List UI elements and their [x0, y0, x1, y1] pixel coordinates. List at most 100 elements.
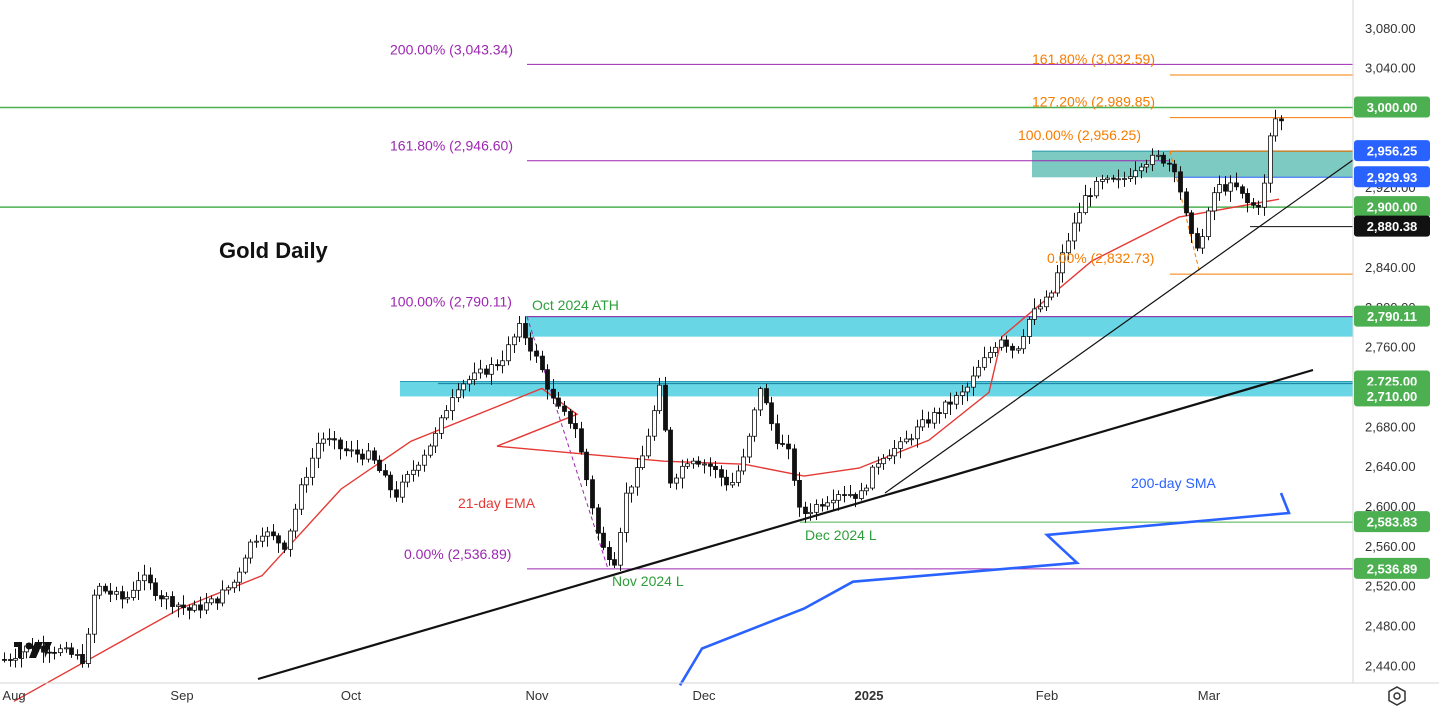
candle-body	[1223, 184, 1228, 192]
candle-body	[142, 574, 147, 582]
candle-body	[192, 604, 197, 611]
candle-body	[836, 494, 841, 501]
candle-body	[556, 397, 561, 407]
candle-body	[926, 419, 931, 424]
candle-body	[881, 457, 886, 465]
candle-body	[58, 648, 63, 654]
x-tick-label: Feb	[1036, 688, 1058, 703]
candle-body	[920, 419, 925, 428]
candle-body	[500, 360, 505, 367]
candle-body	[584, 451, 589, 481]
candle-body	[332, 438, 337, 441]
price-tag-label-0: 3,000.00	[1367, 100, 1418, 115]
candle-body	[708, 463, 713, 467]
candle-body	[187, 607, 192, 611]
price-tag-bg-8	[1354, 511, 1430, 533]
candle-body	[1167, 162, 1172, 165]
candle-body	[495, 364, 500, 367]
candle-body	[640, 455, 645, 468]
candle-body	[506, 344, 511, 362]
candle-body	[92, 594, 97, 635]
candle-body	[1150, 154, 1155, 165]
candle-body	[271, 531, 276, 537]
candle-body	[198, 604, 203, 611]
fib-purple-label-3: 0.00% (2,536.89)	[404, 546, 511, 562]
price-tag-label-3: 2,900.00	[1367, 200, 1418, 215]
candle-body	[1105, 177, 1110, 180]
price-tag-bg-0	[1354, 96, 1430, 118]
candle-body	[97, 585, 102, 596]
nov-low-label: Nov 2024 L	[612, 573, 684, 589]
candle-body	[1200, 236, 1205, 249]
candle-body	[629, 486, 634, 494]
candle-body	[148, 574, 153, 584]
candle-body	[405, 474, 410, 483]
candle-body	[215, 598, 220, 604]
x-tick-label: Sep	[170, 688, 193, 703]
x-tick-label: Dec	[692, 688, 716, 703]
dec-low-label: Dec 2024 L	[805, 527, 877, 543]
candle-body	[439, 417, 444, 434]
candle-body	[954, 395, 959, 405]
price-tag-label-6: 2,725.00	[1367, 374, 1418, 389]
candle-body	[853, 494, 858, 499]
short-trendline	[884, 159, 1354, 494]
candle-body	[1273, 118, 1278, 137]
ath-label: Oct 2024 ATH	[532, 297, 619, 313]
candle-body	[226, 587, 231, 591]
time-axis[interactable]: Aug Sep Oct Nov Dec 2025 Feb Mar	[2, 688, 1220, 703]
candle-body	[764, 388, 769, 404]
candle-body	[1032, 308, 1037, 320]
candle-body	[1088, 195, 1093, 198]
fib-orange-label-3: 0.00% (2,832.73)	[1047, 250, 1154, 266]
candle-body	[136, 580, 141, 591]
candle-body	[943, 401, 948, 414]
candle-body	[377, 459, 382, 471]
candle-body	[741, 456, 746, 472]
candle-body	[360, 453, 365, 460]
candle-body	[786, 443, 791, 450]
candle-body	[1010, 345, 1015, 351]
candle-body	[1256, 204, 1261, 208]
candle-body	[517, 323, 522, 338]
candle-body	[596, 507, 601, 534]
candle-body	[937, 412, 942, 414]
candle-body	[999, 339, 1004, 348]
chart-title: Gold Daily	[219, 238, 329, 263]
candle-body	[892, 447, 897, 457]
candle-body	[1111, 177, 1116, 180]
candle-body	[388, 474, 393, 491]
candle-body	[831, 499, 836, 504]
candle-body	[1083, 195, 1088, 214]
candle-body	[75, 654, 80, 656]
candle-body	[1094, 180, 1099, 197]
candle-body	[579, 428, 584, 453]
candle-body	[422, 454, 427, 466]
price-tag-label-7: 2,710.00	[1367, 389, 1418, 404]
candle-body	[2, 659, 7, 661]
settings-icon[interactable]	[1388, 686, 1406, 706]
candle-body	[797, 480, 802, 508]
candle-body	[680, 465, 685, 479]
fib-purple-label-0: 200.00% (3,043.34)	[390, 41, 513, 57]
candle-body	[1144, 164, 1149, 168]
candle-body	[512, 336, 517, 346]
candle-body	[814, 504, 819, 513]
candle-body	[1245, 193, 1250, 204]
candle-body	[131, 589, 136, 598]
candles-layer[interactable]	[2, 109, 1284, 668]
candle-body	[461, 383, 466, 391]
candle-body	[1156, 154, 1161, 157]
fib-orange-label-1: 127.20% (2,989.85)	[1032, 94, 1155, 110]
y-tick-label: 2,440.00	[1365, 658, 1416, 673]
candle-body	[282, 542, 287, 550]
candle-body	[825, 502, 830, 507]
y-tick-label: 2,560.00	[1365, 539, 1416, 554]
candle-body	[668, 429, 673, 484]
candle-body	[775, 423, 780, 444]
candle-body	[478, 368, 483, 374]
candle-body	[220, 589, 225, 604]
candle-body	[1122, 178, 1127, 180]
zone-2	[400, 381, 1353, 397]
